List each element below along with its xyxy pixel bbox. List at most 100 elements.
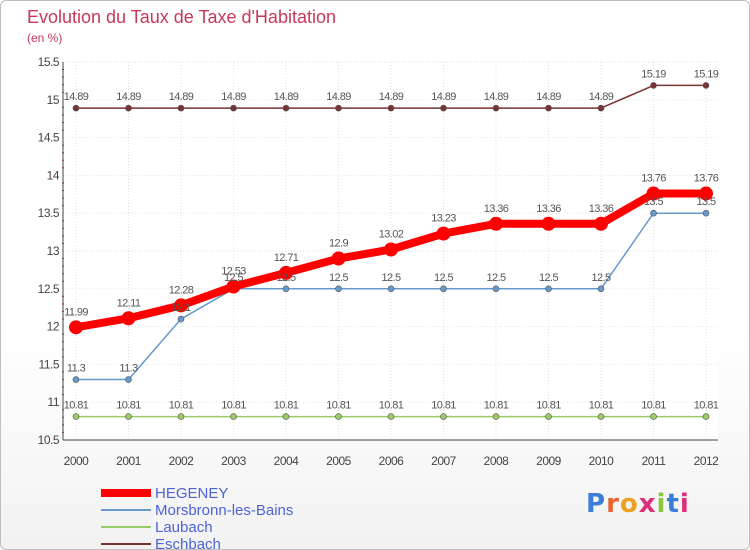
- y-tick-label: 14.5: [38, 131, 60, 145]
- data-label-morsbronn: 12.5: [539, 272, 558, 284]
- data-label-hegeney: 12.11: [117, 297, 141, 309]
- data-label-morsbronn: 12.5: [329, 272, 348, 284]
- logo-letter: i: [679, 489, 690, 519]
- x-tick-label: 2010: [589, 454, 615, 468]
- data-point-morsbronn: [597, 285, 605, 293]
- data-label-morsbronn: 12.5: [276, 272, 295, 284]
- data-label-laubach: 10.81: [379, 400, 404, 412]
- data-point-hegeney: [331, 251, 346, 266]
- y-tick-label: 12: [47, 320, 60, 334]
- data-label-laubach: 10.81: [589, 400, 614, 412]
- data-label-laubach: 10.81: [694, 400, 719, 412]
- data-point-laubach: [335, 413, 342, 420]
- data-label-laubach: 10.81: [64, 400, 89, 412]
- data-label-hegeney: 13.23: [431, 213, 456, 225]
- data-point-hegeney: [489, 216, 503, 231]
- data-point-laubach: [492, 413, 500, 420]
- y-tick-label: 12.5: [38, 282, 60, 296]
- logo-letter: t: [666, 489, 680, 519]
- data-point-hegeney: [226, 279, 241, 294]
- data-label-eschbach: 14.89: [221, 91, 246, 103]
- data-point-morsbronn: [125, 376, 132, 383]
- data-point-hegeney: [279, 265, 293, 280]
- data-label-eschbach: 15.19: [641, 68, 666, 80]
- logo-letter: i: [656, 489, 667, 519]
- data-point-morsbronn: [440, 285, 447, 293]
- chart-title: Evolution du Taux de Taxe d'Habitation: [27, 7, 336, 27]
- data-point-hegeney: [384, 242, 398, 257]
- data-point-morsbronn: [702, 209, 710, 217]
- legend-swatch-eschbach: [101, 543, 151, 545]
- data-point-laubach: [597, 413, 605, 420]
- data-label-laubach: 10.81: [326, 400, 351, 412]
- y-tick-label: 11: [48, 395, 60, 409]
- data-point-morsbronn: [387, 285, 395, 293]
- data-label-hegeney: 12.9: [329, 238, 348, 250]
- data-label-eschbach: 14.89: [64, 91, 89, 103]
- x-tick-label: 2004: [274, 454, 300, 468]
- data-label-laubach: 10.81: [169, 400, 194, 412]
- data-point-morsbronn: [335, 285, 342, 293]
- y-tick-label: 13: [47, 244, 60, 258]
- data-point-laubach: [230, 413, 237, 420]
- legend-label-hegeney: HEGENEY: [155, 485, 229, 502]
- x-tick-label: 2002: [169, 454, 195, 468]
- y-tick-label: 15: [47, 93, 60, 107]
- y-tick-label: 14: [47, 168, 60, 182]
- data-point-hegeney: [541, 216, 556, 231]
- data-label-hegeney: 12.53: [221, 266, 246, 278]
- logo-letter: P: [586, 489, 607, 519]
- legend-label-eschbach: Eschbach: [155, 536, 221, 550]
- data-label-hegeney: 12.71: [274, 252, 299, 264]
- data-label-laubach: 10.81: [274, 400, 299, 412]
- data-point-hegeney: [699, 186, 713, 201]
- data-point-hegeney: [121, 311, 136, 326]
- x-tick-label: 2008: [484, 454, 510, 468]
- data-point-eschbach: [72, 104, 80, 112]
- data-point-hegeney: [646, 186, 661, 201]
- data-label-eschbach: 14.89: [116, 91, 141, 103]
- chart-subtitle: (en %): [27, 31, 63, 45]
- data-point-laubach: [702, 413, 710, 420]
- data-point-laubach: [545, 413, 552, 420]
- legend-swatch-morsbronn: [101, 509, 151, 511]
- data-point-laubach: [72, 413, 80, 420]
- y-tick-label: 10.5: [38, 433, 60, 447]
- data-point-morsbronn: [282, 285, 290, 293]
- data-point-laubach: [282, 413, 290, 420]
- data-point-eschbach: [230, 104, 237, 112]
- data-point-morsbronn: [177, 315, 185, 323]
- data-point-hegeney: [69, 320, 83, 335]
- x-tick-label: 2003: [221, 454, 247, 468]
- data-label-hegeney: 13.76: [641, 173, 666, 185]
- data-label-hegeney: 13.36: [484, 203, 509, 215]
- data-point-eschbach: [125, 104, 132, 112]
- legend-swatch-hegeney: [101, 489, 151, 497]
- data-label-morsbronn: 13.5: [644, 196, 663, 208]
- data-point-hegeney: [174, 298, 188, 313]
- data-point-eschbach: [597, 104, 605, 112]
- data-label-laubach: 10.81: [431, 400, 456, 412]
- x-tick-label: 2000: [64, 454, 90, 468]
- data-point-hegeney: [436, 226, 451, 241]
- data-label-laubach: 10.81: [484, 400, 509, 412]
- data-point-laubach: [177, 413, 185, 420]
- y-tick-label: 11.5: [39, 357, 60, 371]
- data-label-hegeney: 11.99: [64, 306, 88, 318]
- data-label-morsbronn: 12.5: [591, 272, 610, 284]
- data-point-eschbach: [440, 104, 447, 112]
- data-label-eschbach: 14.89: [169, 91, 194, 103]
- x-tick-label: 2011: [642, 454, 667, 468]
- data-label-laubach: 10.81: [221, 400, 246, 412]
- data-label-eschbach: 14.89: [431, 91, 456, 103]
- data-label-hegeney: 13.36: [536, 203, 561, 215]
- x-tick-label: 2006: [379, 454, 405, 468]
- data-label-eschbach: 14.89: [484, 91, 509, 103]
- data-label-morsbronn: 12.5: [224, 272, 243, 284]
- data-point-morsbronn: [72, 376, 80, 383]
- data-point-laubach: [440, 413, 447, 420]
- data-label-hegeney: 13.76: [694, 173, 719, 185]
- data-label-laubach: 10.81: [116, 400, 141, 412]
